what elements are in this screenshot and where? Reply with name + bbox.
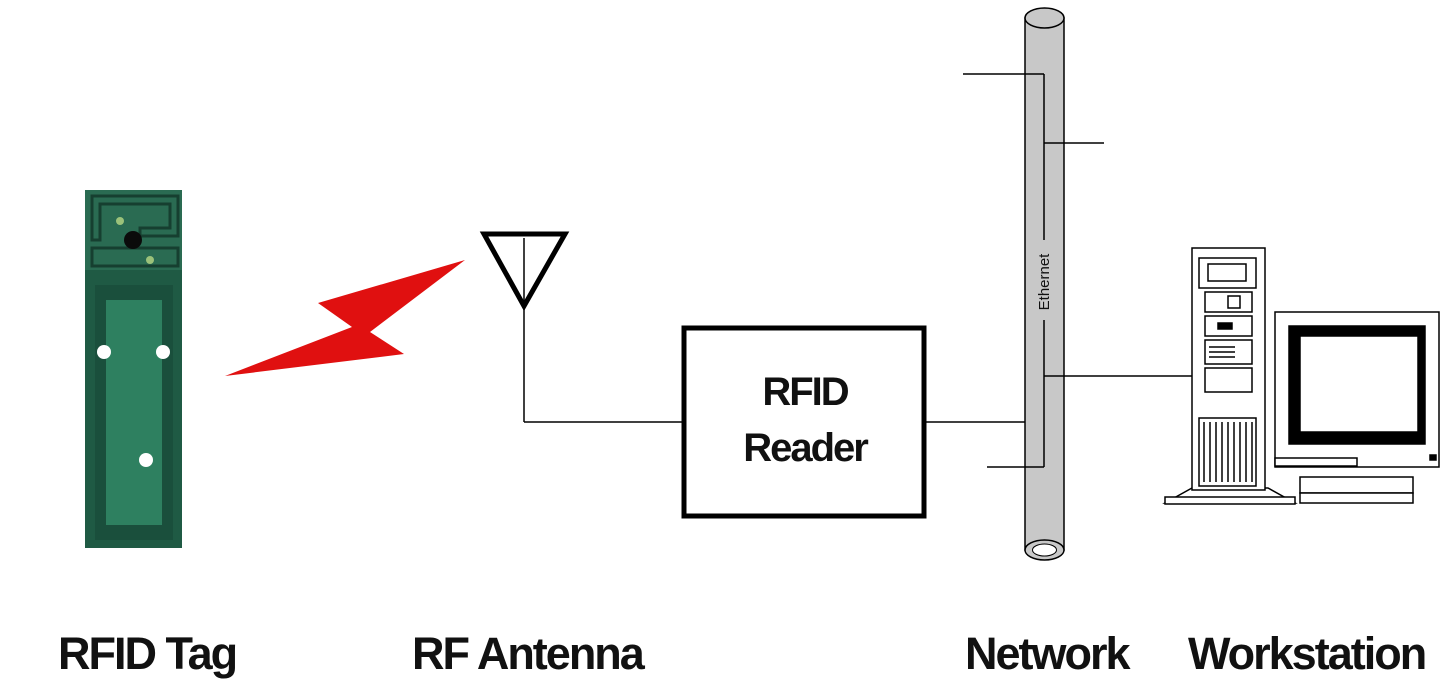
network-label: Network (965, 628, 1131, 679)
rfid-reader-box (681, 325, 927, 519)
rfid-tag-image (85, 190, 182, 548)
antenna-icon (479, 231, 570, 422)
computer-tower-icon (1162, 247, 1298, 505)
reader-label-line1: RFID (762, 370, 849, 414)
workstation-label: Workstation (1188, 628, 1427, 679)
rfid-tag-label: RFID Tag (58, 628, 238, 679)
rf-signal-bolt (225, 260, 465, 376)
reader-label-line2: Reader (743, 426, 869, 470)
computer-monitor-icon (1274, 311, 1440, 504)
rf-antenna-label: RF Antenna (412, 628, 645, 679)
network-tap-lines (963, 73, 1192, 468)
ethernet-label: Ethernet (1036, 253, 1053, 311)
